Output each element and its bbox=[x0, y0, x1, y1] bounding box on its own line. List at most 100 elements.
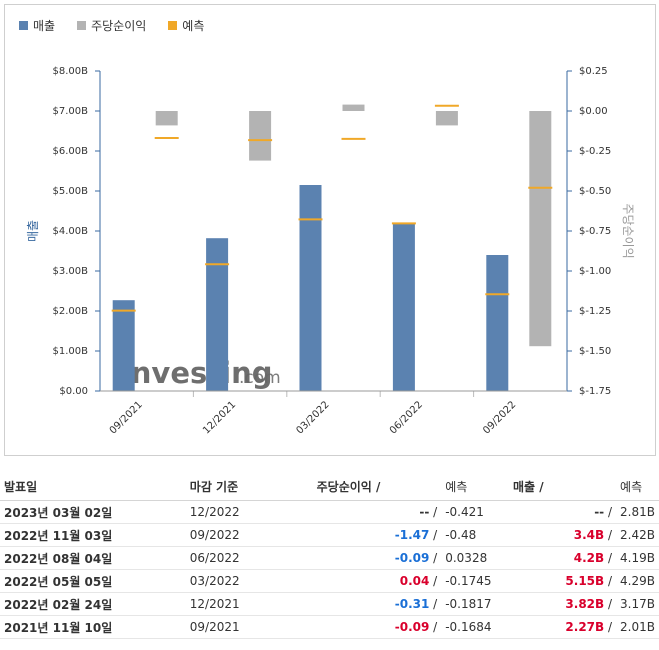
col-header-eps-sep: / bbox=[376, 479, 381, 494]
cell-rev-forecast: 2.81B bbox=[616, 500, 659, 524]
table-row: 2022년 02월 24일 12/2021 -0.31 / -0.1817 3.82B … bbox=[0, 592, 659, 616]
cell-eps-value: -0.09 bbox=[394, 620, 430, 634]
y-tick-label-left: $2.00B bbox=[53, 306, 89, 317]
table-row: 2022년 11월 03일 09/2022 -1.47 /-0.48 3.4B /2.… bbox=[0, 523, 659, 547]
cell-eps-sep: / bbox=[433, 620, 438, 634]
cell-period: 09/2022 bbox=[175, 523, 313, 547]
cell-rev: 2.27B / bbox=[508, 615, 617, 639]
x-tick-label: 06/2022 bbox=[388, 399, 425, 436]
cell-period: 09/2021 bbox=[175, 615, 313, 639]
cell-eps-value: -0.31 bbox=[394, 597, 430, 611]
legend-item-eps[interactable]: 주당순이익 bbox=[77, 15, 146, 35]
cell-rev: 3.4B / bbox=[508, 523, 617, 547]
revenue-bar bbox=[299, 185, 322, 391]
y-tick-label-right: $0.00 bbox=[579, 106, 608, 117]
cell-rev: -- / bbox=[508, 500, 617, 524]
legend-swatch-forecast bbox=[168, 20, 178, 30]
cell-period: 12/2022 bbox=[175, 500, 313, 524]
cell-rev-sep: / bbox=[608, 528, 613, 542]
chart-legend: 매출 주당순이익 예측 bbox=[19, 15, 204, 35]
cell-rev: 3.82B / bbox=[508, 592, 617, 616]
cell-date: 2022년 05월 05일 bbox=[0, 569, 176, 593]
legend-item-revenue[interactable]: 매출 bbox=[19, 15, 55, 35]
y-tick-label-right: $-0.50 bbox=[579, 186, 611, 197]
col-header-date[interactable]: 발표일 bbox=[0, 472, 176, 501]
cell-rev-sep: / bbox=[608, 574, 613, 588]
col-header-rev-forecast[interactable]: 예측 bbox=[616, 472, 659, 501]
table-row: 2023년 03월 02일 12/2022 -- / -0.421 -- /2.81B bbox=[0, 500, 659, 524]
cell-rev-forecast: 2.42B bbox=[616, 523, 659, 547]
x-tick-label: 12/2021 bbox=[201, 399, 238, 436]
cell-eps-value: -- bbox=[419, 505, 430, 519]
y-tick-label-left: $0.00 bbox=[59, 386, 88, 397]
y-tick-label-left: $7.00B bbox=[53, 106, 89, 117]
col-header-rev-sep: / bbox=[539, 479, 544, 494]
cell-eps-value: -0.09 bbox=[394, 551, 430, 565]
cell-rev-value: 2.27B bbox=[565, 620, 605, 634]
cell-eps-sep: / bbox=[433, 551, 438, 565]
revenue-bar bbox=[112, 300, 135, 391]
y-tick-label-right: $-1.00 bbox=[579, 266, 611, 277]
investing-watermark: Investing .com bbox=[120, 356, 281, 390]
cell-eps-value: 0.04 bbox=[399, 574, 430, 588]
y-tick-label-left: $4.00B bbox=[53, 226, 89, 237]
cell-rev-forecast: 2.01B bbox=[616, 615, 659, 639]
y-tick-label-right: $-1.75 bbox=[579, 386, 611, 397]
y-tick-label-left: $6.00B bbox=[53, 146, 89, 157]
cell-rev-value: 4.2B bbox=[573, 551, 605, 565]
eps-bar bbox=[342, 104, 365, 111]
col-header-rev-label: 매출 bbox=[512, 479, 536, 494]
table-row: 2022년 08월 04일 06/2022 -0.09 /0.0328 4.2B /4… bbox=[0, 546, 659, 570]
table-header-row: 발표일 마감 기준 주당순이익 / 예측 매출 / 예측 bbox=[0, 472, 659, 501]
revenue-bar bbox=[392, 223, 415, 391]
cell-eps: 0.04 / bbox=[312, 569, 442, 593]
eps-bar bbox=[249, 111, 272, 161]
watermark-brand: Investing bbox=[120, 356, 272, 390]
cell-rev-sep: / bbox=[608, 505, 613, 519]
cell-rev-sep: / bbox=[608, 620, 613, 634]
legend-label-eps: 주당순이익 bbox=[91, 18, 147, 33]
col-header-rev[interactable]: 매출 / bbox=[508, 472, 617, 501]
earnings-table: 발표일 마감 기준 주당순이익 / 예측 매출 / 예측 2023년 03월 0… bbox=[0, 472, 659, 639]
cell-eps-sep: / bbox=[433, 528, 438, 542]
cell-date: 2022년 02월 24일 bbox=[0, 592, 176, 616]
cell-eps: -- / bbox=[312, 500, 442, 524]
cell-rev-sep: / bbox=[608, 551, 613, 565]
cell-rev-forecast: 4.29B bbox=[616, 569, 659, 593]
cell-eps-forecast: -0.48 bbox=[441, 523, 509, 547]
cell-rev-value: -- bbox=[594, 505, 605, 519]
col-header-period[interactable]: 마감 기준 bbox=[175, 472, 313, 501]
cell-period: 12/2021 bbox=[175, 592, 313, 616]
cell-eps-forecast: -0.1817 bbox=[441, 592, 509, 616]
legend-swatch-eps bbox=[77, 20, 87, 30]
table-row: 2021년 11월 10일 09/2021 -0.09 /-0.1684 2.27B … bbox=[0, 615, 659, 639]
cell-eps-forecast: -0.1684 bbox=[441, 615, 509, 639]
cell-eps: -1.47 / bbox=[312, 523, 442, 547]
cell-eps: -0.09 / bbox=[312, 546, 442, 570]
cell-rev-forecast: 4.19B bbox=[616, 546, 659, 570]
x-tick-label: 09/2022 bbox=[481, 399, 518, 436]
legend-label-revenue: 매출 bbox=[33, 18, 56, 33]
legend-swatch-revenue bbox=[19, 20, 28, 30]
y-tick-label-left: $3.00B bbox=[53, 266, 89, 277]
revenue-bar bbox=[206, 238, 229, 391]
x-tick-label: 09/2021 bbox=[108, 399, 145, 436]
cell-rev-value: 3.82B bbox=[565, 597, 605, 611]
cell-rev-value: 5.15B bbox=[565, 574, 605, 588]
legend-item-forecast[interactable]: 예측 bbox=[168, 15, 204, 35]
y-tick-label-left: $5.00B bbox=[53, 186, 89, 197]
cell-rev-forecast: 3.17B bbox=[616, 592, 659, 616]
y-tick-label-left: $1.00B bbox=[53, 346, 89, 357]
x-tick-label: 03/2022 bbox=[294, 399, 331, 436]
cell-date: 2023년 03월 02일 bbox=[0, 500, 176, 524]
cell-eps-sep: / bbox=[433, 505, 438, 519]
y-axis-title-left: 매출 bbox=[26, 220, 40, 242]
cell-rev-sep: / bbox=[608, 597, 613, 611]
col-header-eps[interactable]: 주당순이익 / bbox=[312, 472, 442, 501]
cell-eps-sep: / bbox=[433, 574, 438, 588]
cell-period: 03/2022 bbox=[175, 569, 313, 593]
y-tick-label-right: $0.25 bbox=[579, 66, 608, 77]
col-header-eps-forecast[interactable]: 예측 bbox=[441, 472, 509, 501]
cell-eps-forecast: -0.1745 bbox=[441, 569, 509, 593]
eps-bar bbox=[155, 111, 178, 126]
